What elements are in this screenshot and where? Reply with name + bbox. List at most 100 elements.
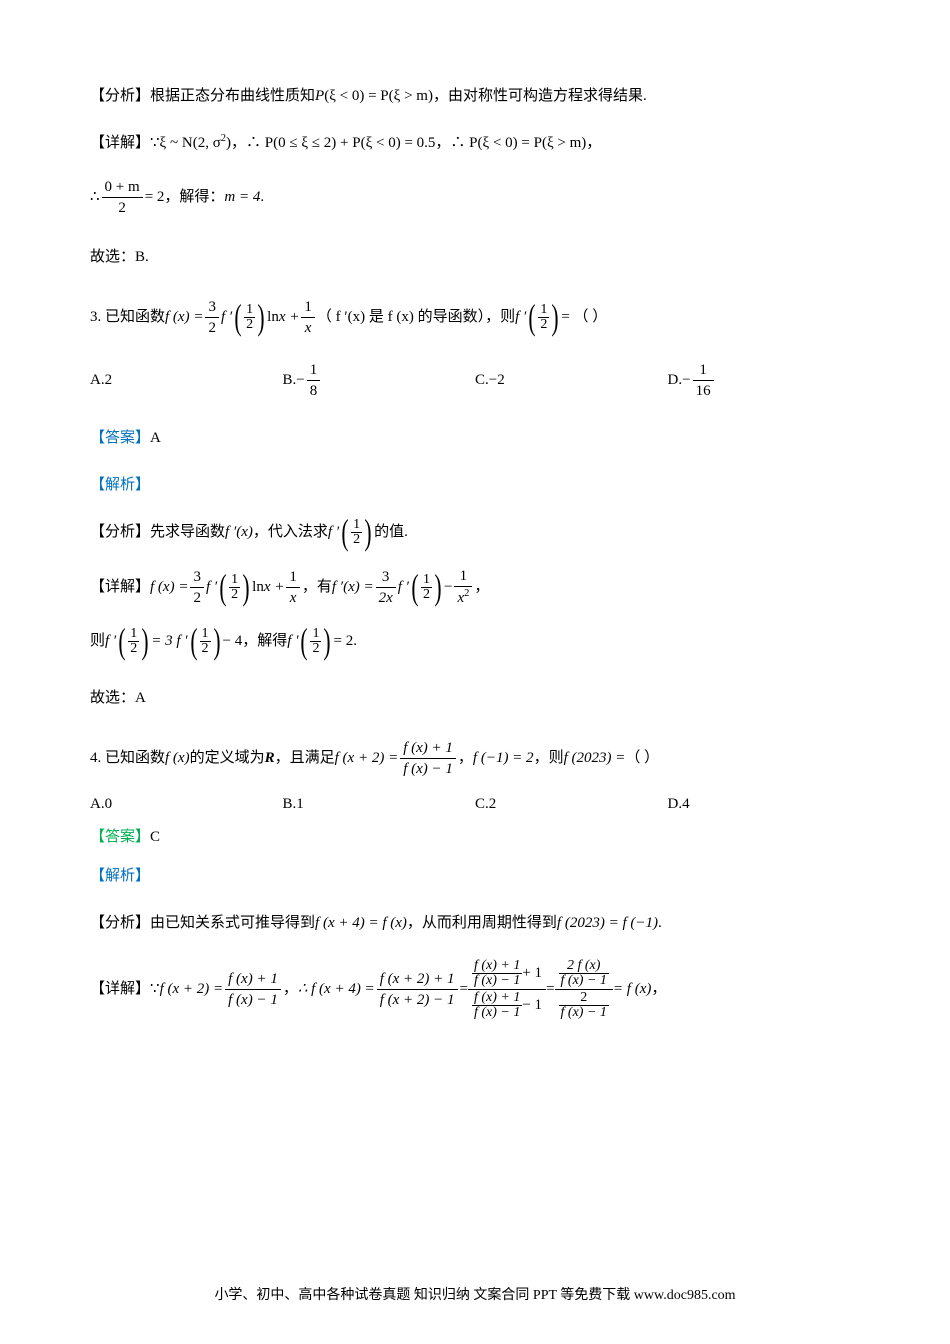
choice-a: A. 0 [90, 796, 283, 813]
math: ，∴ P(0 ≤ ξ ≤ 2) + P(ξ < 0) = 0.5 [231, 127, 435, 160]
math: f ′ [515, 301, 526, 334]
math: f ′ [398, 571, 409, 604]
choice-b: B. 1 [283, 796, 476, 813]
q3-detail-1: 【详解】 f (x) = 32 f ′ ( 12 ) ln x + 1x ，有 … [90, 567, 860, 607]
text: 故选： [90, 241, 135, 274]
q3-answer: 【答案】 A [90, 422, 860, 455]
fraction: 12 [229, 573, 240, 602]
nested-fraction: 2 f (x)f (x) − 1 2f (x) − 1 [555, 958, 613, 1021]
math: f ′(x) [225, 516, 253, 549]
paren-icon: ) [365, 518, 372, 547]
paren-icon: ( [235, 303, 242, 332]
text: ，则 [534, 742, 564, 775]
q4-answer: 【答案】 C [90, 821, 860, 854]
fraction: 12 [538, 303, 549, 332]
math: R [265, 742, 275, 775]
select-line-q3: 故选： A [90, 682, 860, 715]
fraction: 1x [286, 568, 300, 607]
math: f ′ [105, 625, 116, 658]
math: = 2 [333, 625, 353, 658]
text: ， [283, 973, 298, 1006]
paren-icon: ( [301, 627, 308, 656]
q4-analysis: 【分析】 由已知关系式可推导得到 f (x + 4) = f (x) ，从而利用… [90, 907, 860, 940]
q4-detail: 【详解】 ∵ f (x + 2) = f (x) + 1f (x) − 1 ， … [90, 958, 860, 1021]
paren-icon: ) [142, 627, 149, 656]
detail-line-2: ∴ 0 + m2 = 2 ，解得： m = 4 . [90, 178, 860, 217]
fraction: 1x2 [454, 567, 472, 607]
label-detail: 【详解】 [90, 973, 150, 1006]
paren-icon: ) [434, 573, 441, 602]
math: f (x) = [165, 301, 203, 334]
nested-fraction: f (x) + 1f (x) − 1 + 1 f (x) + 1f (x) − … [468, 958, 546, 1021]
text: ，从而利用周期性得到 [407, 907, 557, 940]
math: = [546, 973, 554, 1006]
choice-c: C. 2 [475, 796, 668, 813]
text: . [353, 625, 357, 658]
math: f (2023) = [564, 742, 626, 775]
label-detail: 【详解】 [90, 571, 150, 604]
paren-icon: ( [411, 573, 418, 602]
math: m = 4 [224, 181, 260, 214]
math: ln [252, 571, 264, 604]
paren-icon: ( [342, 518, 349, 547]
text: ， [586, 127, 601, 160]
question-4: 4. 已知函数 f (x) 的定义域为 R ，且满足 f (x + 2) = f… [90, 739, 860, 778]
answer-value: C [150, 821, 160, 854]
text: 故选： [90, 682, 135, 715]
label-answer: 【答案】 [90, 821, 150, 854]
paren-icon: ) [552, 303, 559, 332]
text: ，有 [302, 571, 332, 604]
text: ，解得： [164, 181, 224, 214]
math: f ′ [221, 301, 232, 334]
math: ∴ f (x + 4) = [298, 973, 375, 1006]
page-footer: 小学、初中、高中各种试卷真题 知识归纳 文案合同 PPT 等免费下载 www.d… [0, 1284, 950, 1304]
math: − [444, 571, 452, 604]
label-analysis: 【分析】 [90, 907, 150, 940]
text: = （ ） [561, 301, 607, 334]
paren-icon: ( [220, 573, 227, 602]
math: f (x) [165, 742, 190, 775]
math: = [460, 973, 468, 1006]
fraction: 12 [351, 518, 362, 547]
paren-icon: ( [529, 303, 536, 332]
math: f ′ [328, 516, 339, 549]
choice-a: A. 2 [90, 372, 283, 389]
math: f (x) = [150, 571, 188, 604]
math: ln [267, 301, 279, 334]
paren-icon: ) [243, 573, 250, 602]
text: 3. 已知函数 [90, 301, 165, 334]
fraction: 12 [244, 303, 255, 332]
label-explain: 【解析】 [90, 860, 150, 893]
fraction: 32 [190, 568, 204, 607]
q4-choices: A. 0 B. 1 C. 2 D. 4 [90, 796, 860, 813]
text: 的定义域为 [190, 742, 265, 775]
choice-c: C. −2 [475, 372, 668, 389]
choice-d: D. 4 [668, 796, 861, 813]
text: （ ） [625, 742, 659, 775]
analysis-line-1: 【分析】 根据正态分布曲线性质知 P(ξ < 0) = P(ξ > m) ，由对… [90, 80, 860, 113]
math: = f (x) [613, 973, 651, 1006]
paren-icon: ( [190, 627, 197, 656]
math: f (x + 2) = [160, 973, 224, 1006]
text: ， [458, 742, 473, 775]
text: ， [474, 571, 489, 604]
math: f (2023) = f (−1) [557, 907, 658, 940]
math: f (−1) = 2 [473, 742, 534, 775]
math: x + [279, 301, 300, 334]
label-analysis: 【分析】 [90, 80, 150, 113]
paren-icon: ) [324, 627, 331, 656]
answer-value: A [150, 422, 161, 455]
math: P(ξ < 0) = P(ξ > m) [315, 80, 433, 113]
text: ，且满足 [275, 742, 335, 775]
text: . [658, 907, 662, 940]
answer: B. [135, 241, 149, 274]
text: 的值. [374, 516, 408, 549]
q3-explain-label: 【解析】 [90, 469, 860, 502]
fraction: f (x) + 1f (x) − 1 [225, 970, 281, 1009]
label-analysis: 【分析】 [90, 516, 150, 549]
math: ∵ξ ~ N(2, σ2) [150, 127, 231, 160]
math: ∵ [150, 973, 160, 1006]
math: ∴ [90, 181, 100, 214]
fraction: f (x + 2) + 1f (x + 2) − 1 [377, 970, 458, 1009]
fraction: 1x [301, 298, 315, 337]
